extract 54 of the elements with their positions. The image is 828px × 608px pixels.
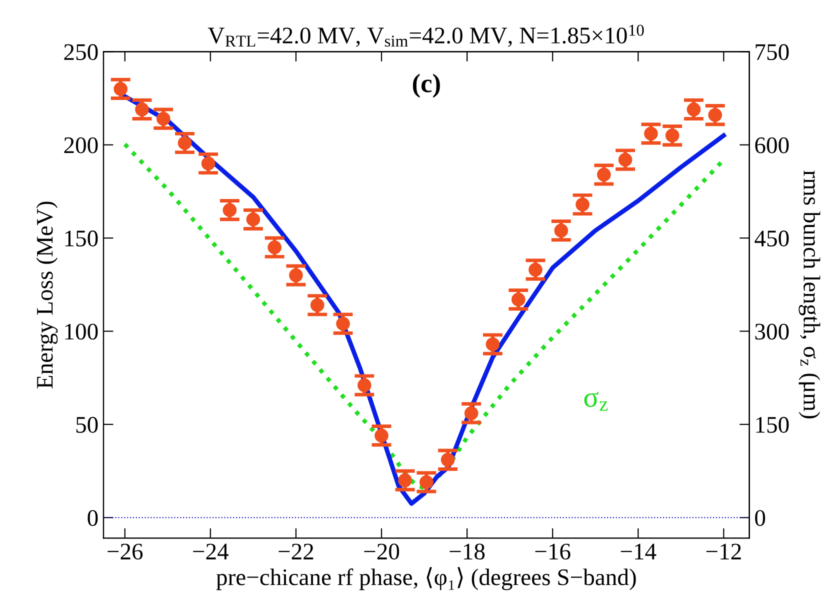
y2-tick-label: 300 bbox=[755, 324, 789, 340]
point bbox=[246, 212, 260, 226]
y-tick-label: 50 bbox=[76, 416, 98, 433]
point bbox=[336, 316, 350, 331]
y-tick-label: 100 bbox=[65, 324, 98, 340]
point bbox=[114, 82, 128, 96]
point bbox=[708, 108, 722, 122]
point bbox=[310, 298, 324, 312]
x-tick-label: −24 bbox=[193, 544, 229, 560]
point bbox=[135, 102, 149, 116]
point bbox=[618, 152, 632, 167]
point bbox=[597, 168, 611, 182]
point bbox=[554, 224, 568, 238]
annotation: (c) bbox=[412, 74, 440, 98]
point bbox=[374, 428, 388, 442]
text: σ$_{z}$ bbox=[584, 392, 608, 411]
point bbox=[289, 268, 303, 282]
x-tick-label: −20 bbox=[364, 544, 400, 560]
x-tick-label: −26 bbox=[108, 544, 143, 560]
x-tick-label: −18 bbox=[450, 544, 485, 560]
point bbox=[528, 262, 542, 277]
y-tick-label: 150 bbox=[65, 230, 98, 246]
point bbox=[268, 240, 282, 254]
y-tick-label: 0 bbox=[88, 510, 98, 526]
point bbox=[464, 406, 478, 420]
point bbox=[686, 102, 701, 116]
point bbox=[222, 203, 237, 217]
point bbox=[440, 452, 455, 467]
y2-tick-label: 600 bbox=[755, 137, 789, 154]
y-axis-title: Energy Loss (MeV) bbox=[36, 202, 58, 388]
point bbox=[486, 337, 500, 352]
point bbox=[178, 136, 192, 150]
point bbox=[398, 473, 412, 488]
x-tick-label: −22 bbox=[278, 544, 314, 560]
y2-tick-label: 0 bbox=[755, 510, 766, 526]
y2-tick-label: 450 bbox=[754, 230, 789, 246]
point bbox=[576, 198, 590, 212]
x-axis-title: pre−chicane rf phase, ⟨φ₁⟩ (degrees S−band) bbox=[216, 567, 636, 590]
y-tick-label: 250 bbox=[64, 44, 98, 60]
y2-axis-title: rms bunch length, σ$_{z}$ (μm) bbox=[798, 170, 820, 418]
y2-tick-label: 150 bbox=[756, 416, 789, 433]
point bbox=[420, 475, 434, 490]
x-tick-label: −14 bbox=[620, 544, 656, 560]
y-tick-label: 200 bbox=[64, 137, 98, 154]
x-tick-label: −12 bbox=[706, 544, 741, 560]
point bbox=[156, 112, 170, 126]
x-tick-label: −16 bbox=[535, 544, 570, 560]
point bbox=[201, 156, 216, 170]
point bbox=[511, 292, 526, 306]
chart-title: V$_{RTL}$=42.0 MV, V$_{sim}$=42.0 MV, N=1.85×10$^{10}$ bbox=[208, 24, 644, 47]
point bbox=[644, 126, 658, 141]
y2-tick-label: 750 bbox=[756, 44, 789, 60]
point bbox=[357, 378, 372, 392]
point bbox=[665, 128, 680, 142]
